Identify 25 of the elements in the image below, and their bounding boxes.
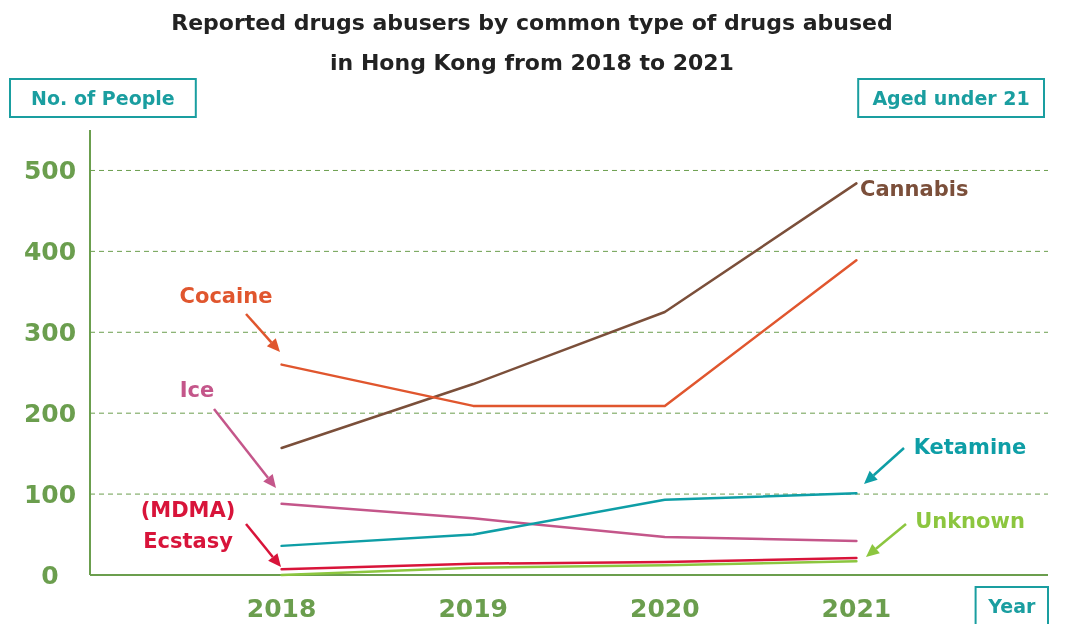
text: Aged under 21: [872, 87, 1030, 109]
y-tick-label: 400: [23, 237, 77, 267]
x-tick-label: 2020: [630, 594, 700, 623]
chart-title: Reported drugs abusers by common type of drugs abused in Hong Kong from 2018 to 2021: [171, 10, 893, 75]
y-tick-label: 0: [41, 561, 59, 590]
x-axis-title: Year: [987, 595, 1036, 617]
y-tick-label: 100: [23, 480, 77, 510]
y-tick-label: 500: [23, 156, 77, 186]
text: (MDMA) Ecstasy: [140, 498, 236, 553]
line-series: [280, 492, 858, 548]
line-series: [280, 560, 858, 577]
line-series: [280, 556, 858, 571]
series-label: Cannabis: [860, 177, 969, 201]
x-tick-label: 2021: [821, 594, 892, 623]
legend-label: Ketamine: [913, 435, 1027, 459]
y-tick-label: 300: [23, 318, 77, 348]
line-series: [280, 182, 858, 450]
text: Unknown: [915, 509, 1025, 533]
text: Ice: [179, 378, 215, 402]
line-series: [280, 502, 858, 543]
x-tick-label: 2019: [438, 594, 508, 623]
x-tick-label: 2018: [246, 594, 317, 623]
y-tick-label: 200: [23, 399, 77, 429]
text: Cocaine: [179, 284, 273, 308]
y-axis-title: No. of People: [31, 87, 175, 109]
